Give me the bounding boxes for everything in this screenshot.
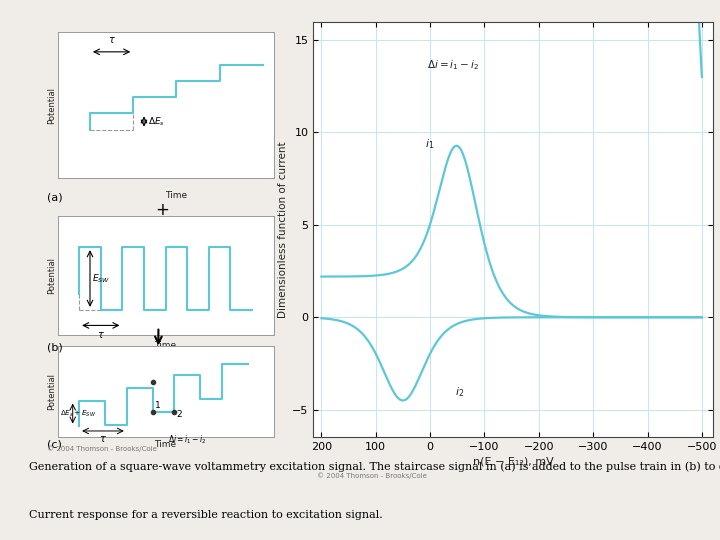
Text: Time: Time xyxy=(166,191,187,200)
Text: Time: Time xyxy=(155,440,176,449)
Text: $i_1$: $i_1$ xyxy=(425,137,434,151)
Y-axis label: Dimensionless function of current: Dimensionless function of current xyxy=(278,141,288,318)
Text: Generation of a square-wave voltammetry excitation signal. The staircase signal : Generation of a square-wave voltammetry … xyxy=(29,462,720,472)
Text: $\tau$: $\tau$ xyxy=(99,434,107,444)
Y-axis label: Potential: Potential xyxy=(48,373,56,410)
Text: Time: Time xyxy=(155,341,176,350)
Text: $E_{SW}$: $E_{SW}$ xyxy=(92,272,110,285)
Text: $\Delta i = i_1 - i_2$: $\Delta i = i_1 - i_2$ xyxy=(428,58,480,72)
Text: © 2004 Thomson - Brooks/Cole: © 2004 Thomson - Brooks/Cole xyxy=(318,472,427,480)
Y-axis label: Potential: Potential xyxy=(48,257,56,294)
Text: $i_2$: $i_2$ xyxy=(454,385,464,399)
Text: $\tau$: $\tau$ xyxy=(97,330,104,340)
Text: (b): (b) xyxy=(47,343,63,353)
Text: (a): (a) xyxy=(47,192,63,202)
Text: 1: 1 xyxy=(155,401,161,410)
Text: Current response for a reversible reaction to excitation signal.: Current response for a reversible reacti… xyxy=(29,510,382,521)
Text: $\Delta i = i_1 - i_2$: $\Delta i = i_1 - i_2$ xyxy=(168,434,207,446)
Text: +: + xyxy=(155,201,169,219)
Text: 2: 2 xyxy=(176,410,182,419)
X-axis label: n(E − E₁₂), mV: n(E − E₁₂), mV xyxy=(472,456,554,467)
Text: $\Delta E_s$: $\Delta E_s$ xyxy=(148,115,166,128)
Y-axis label: Potential: Potential xyxy=(48,87,56,124)
Text: $\Delta E_s + E_{SW}$: $\Delta E_s + E_{SW}$ xyxy=(60,408,96,418)
Text: (c): (c) xyxy=(47,440,62,450)
Text: © 2004 Thomson - Brooks/Cole: © 2004 Thomson - Brooks/Cole xyxy=(47,446,157,452)
Text: $\tau$: $\tau$ xyxy=(108,35,115,45)
